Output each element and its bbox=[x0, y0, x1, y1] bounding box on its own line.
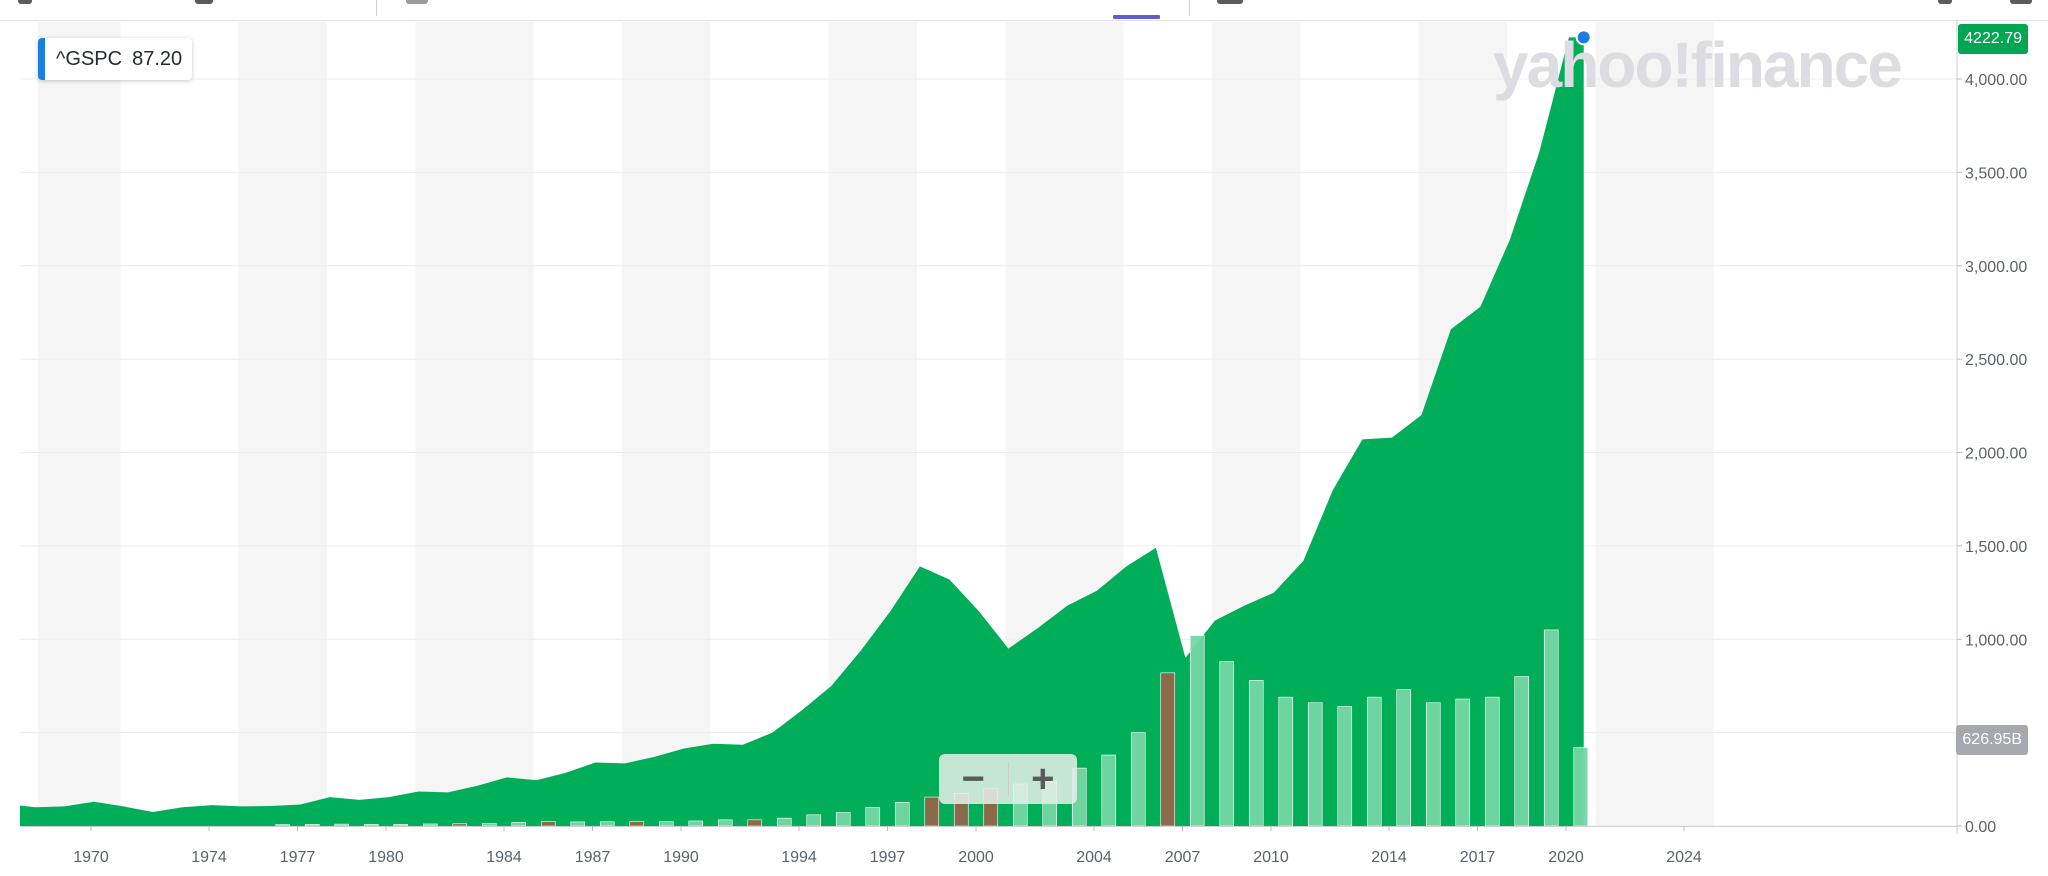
x-tick-label: 1974 bbox=[191, 849, 227, 866]
volume-bar bbox=[363, 824, 379, 827]
x-tick-label: 2007 bbox=[1165, 849, 1201, 866]
plus-icon: + bbox=[1031, 756, 1055, 801]
x-tick-label: 2020 bbox=[1548, 849, 1584, 866]
toolbar-icon-fragment[interactable] bbox=[1217, 0, 1243, 4]
y-tick-label: 3,500.00 bbox=[1965, 165, 2027, 182]
last-price-marker bbox=[1575, 29, 1592, 46]
x-axis-ticks: 1970 1974 1977 1980 1984 1987 1990 1994 1997 2000… bbox=[73, 826, 1702, 866]
y-tick-label: 3,000.00 bbox=[1965, 259, 2027, 276]
x-tick-label: 2017 bbox=[1460, 849, 1496, 866]
toolbar-divider bbox=[376, 0, 377, 16]
volume-badge: 626.95B bbox=[1956, 725, 2028, 755]
x-tick-label: 2000 bbox=[958, 849, 994, 866]
volume-bar bbox=[747, 819, 763, 827]
y-tick-label: 2,000.00 bbox=[1965, 446, 2027, 463]
volume-bar bbox=[511, 821, 527, 827]
volume-bar bbox=[393, 824, 409, 827]
volume-bar bbox=[776, 817, 792, 827]
volume-bar bbox=[835, 812, 851, 827]
volume-bar bbox=[1278, 696, 1294, 827]
volume-bar bbox=[599, 821, 615, 827]
active-tab-indicator bbox=[1113, 15, 1160, 19]
symbol-legend[interactable]: ^GSPC 87.20 bbox=[38, 38, 193, 80]
volume-bar bbox=[806, 814, 822, 827]
last-price-badge: 4222.79 bbox=[1958, 24, 2028, 54]
x-tick-label: 2004 bbox=[1076, 849, 1112, 866]
yahoo-finance-logo: yahoo!finance bbox=[1493, 29, 1903, 101]
x-tick-label: 1980 bbox=[368, 849, 404, 866]
volume-bar bbox=[1101, 754, 1117, 827]
x-tick-label: 1970 bbox=[73, 849, 109, 866]
toolbar-icon-fragment[interactable] bbox=[2010, 0, 2032, 4]
x-tick-label: 2024 bbox=[1666, 849, 1702, 866]
volume-bar bbox=[1396, 689, 1412, 827]
volume-bar bbox=[452, 823, 468, 827]
y-axis-ticks: 0.00500.001,000.001,500.002,000.002,500.… bbox=[1957, 72, 2027, 836]
volume-bar bbox=[1366, 696, 1382, 827]
symbol-value: 87.20 bbox=[132, 47, 183, 70]
x-tick-label: 1984 bbox=[486, 849, 522, 866]
zoom-out-button[interactable]: − bbox=[939, 754, 1008, 804]
symbol-ticker: ^GSPC bbox=[56, 47, 123, 70]
x-tick-label: 1997 bbox=[870, 849, 906, 866]
volume-bar bbox=[304, 824, 320, 827]
volume-bar bbox=[275, 824, 291, 827]
zoom-in-button[interactable]: + bbox=[1009, 754, 1078, 804]
year-band bbox=[238, 22, 327, 826]
volume-bar bbox=[1248, 680, 1264, 827]
volume-bar bbox=[334, 823, 350, 827]
minus-icon: − bbox=[961, 756, 985, 801]
volume-bar bbox=[1307, 702, 1323, 827]
volume-bar bbox=[570, 821, 586, 827]
y-tick-label: 1,000.00 bbox=[1965, 632, 2027, 649]
volume-bar bbox=[1219, 661, 1235, 827]
y-tick-label: 1,500.00 bbox=[1965, 539, 2027, 556]
volume-bar bbox=[1573, 747, 1589, 827]
zoom-control: − + bbox=[939, 754, 1077, 804]
toolbar-icon-fragment[interactable] bbox=[406, 0, 428, 4]
volume-bars bbox=[275, 629, 1589, 827]
x-tick-label: 2010 bbox=[1253, 849, 1289, 866]
x-tick-label: 1987 bbox=[575, 849, 611, 866]
volume-bar bbox=[688, 820, 704, 827]
x-tick-label: 1990 bbox=[663, 849, 699, 866]
volume-bar bbox=[1455, 698, 1471, 827]
volume-bar bbox=[481, 823, 497, 827]
volume-bar bbox=[865, 807, 881, 827]
x-tick-label: 1977 bbox=[280, 849, 316, 866]
volume-bar bbox=[717, 819, 733, 827]
volume-bar bbox=[924, 796, 940, 827]
volume-bar bbox=[894, 801, 910, 827]
volume-bar bbox=[540, 821, 556, 827]
volume-bar bbox=[1337, 706, 1353, 827]
volume-bar bbox=[658, 821, 674, 827]
y-tick-label: 2,500.00 bbox=[1965, 352, 2027, 369]
volume-bar bbox=[1189, 635, 1205, 827]
year-band bbox=[622, 22, 711, 826]
volume-bar bbox=[1160, 672, 1176, 827]
top-toolbar bbox=[0, 0, 2048, 21]
volume-bar bbox=[629, 821, 645, 827]
toolbar-icon-fragment[interactable] bbox=[1938, 0, 1952, 4]
year-band bbox=[37, 22, 121, 826]
volume-bar bbox=[422, 823, 438, 827]
toolbar-icon-fragment[interactable] bbox=[195, 0, 213, 4]
year-band bbox=[1595, 22, 1714, 826]
volume-bar bbox=[1514, 676, 1530, 827]
zoom-divider bbox=[1007, 762, 1009, 796]
x-tick-label: 1994 bbox=[781, 849, 817, 866]
volume-bar bbox=[1484, 696, 1500, 827]
toolbar-divider bbox=[1189, 0, 1190, 16]
volume-bar bbox=[1130, 732, 1146, 827]
y-tick-label: 4,000.00 bbox=[1965, 72, 2027, 89]
volume-bar bbox=[1543, 629, 1559, 827]
year-band bbox=[415, 22, 534, 826]
y-tick-label: 0.00 bbox=[1965, 819, 1996, 836]
x-tick-label: 2014 bbox=[1371, 849, 1407, 866]
series-color-swatch bbox=[38, 38, 45, 80]
toolbar-icon-fragment[interactable] bbox=[18, 0, 32, 4]
volume-bar bbox=[1425, 702, 1441, 827]
